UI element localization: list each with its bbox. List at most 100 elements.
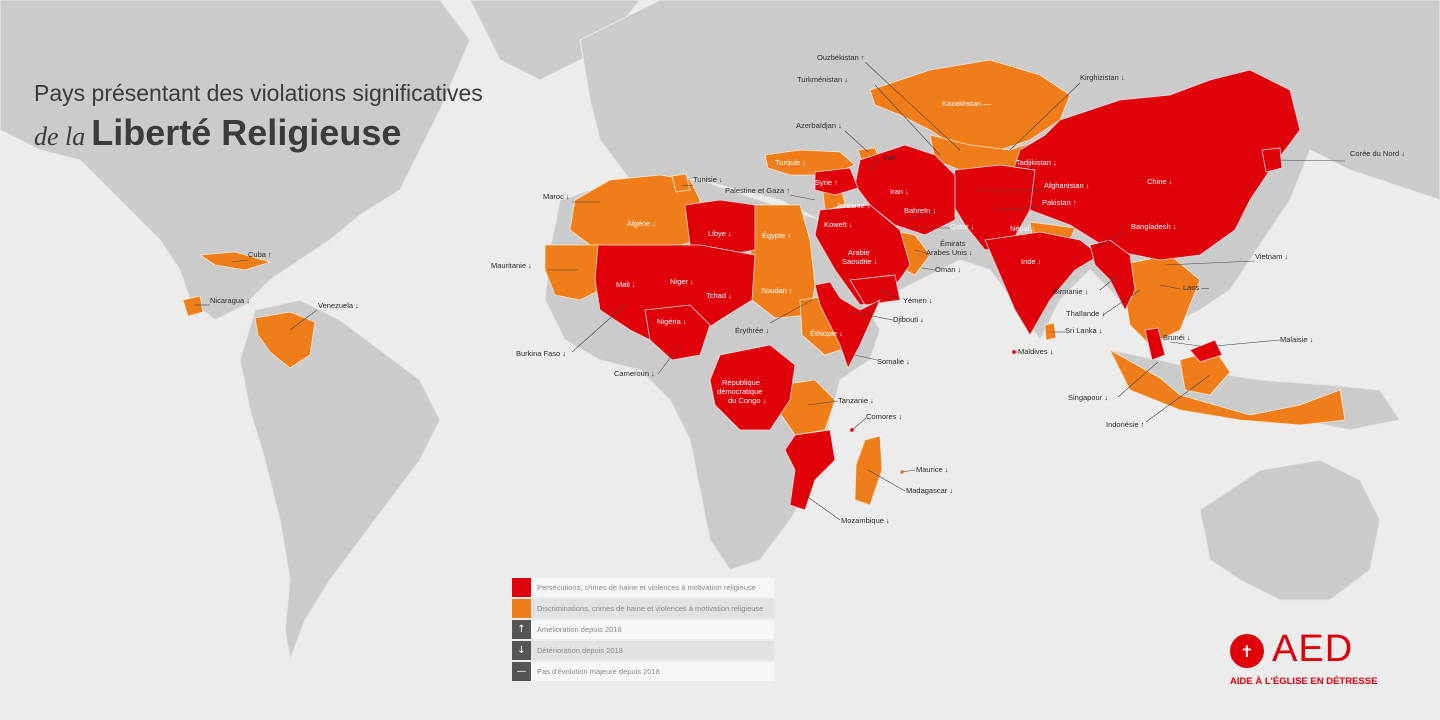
leader-brunei: [1169, 341, 1201, 347]
label-coree-du-nord: Corée du Nord ↓: [1350, 149, 1405, 158]
leader-bahrein: [904, 211, 937, 221]
leader-maurice: [901, 469, 916, 473]
region-nicaragua: [182, 295, 204, 317]
label-koweit: Koweït ↓: [824, 220, 853, 229]
label-algerie: Algérie ↓: [627, 219, 656, 228]
label-kazakhstan: Kazakhstan —: [942, 99, 991, 108]
region-sri-lanka: [1044, 322, 1057, 341]
region-venezuela: [254, 311, 316, 369]
legend-row-discrimination: Discriminations, crimes de haine et viol…: [512, 599, 774, 618]
legend-swatch-red: [512, 578, 531, 597]
leader-ouzbekistan: [864, 61, 961, 151]
legend-row-no-change: — Pas d'évolution majeure depuis 2018: [512, 662, 774, 681]
leader-pakistan: [994, 206, 1041, 211]
title-prefix: de la: [34, 122, 86, 151]
label-nepal: Népal ↓: [1010, 224, 1035, 233]
label-pakistan: Pakistan ↑: [1042, 198, 1077, 207]
legend-row-deterioration: ↓ Détérioration depuis 2018: [512, 641, 774, 660]
region-cameroun-nigeria: [644, 304, 711, 361]
region-malaisie: [1144, 327, 1166, 361]
leader-palestine: [789, 194, 816, 201]
label-tanzanie: Tanzanie ↓: [838, 396, 874, 405]
region-bangladesh-birmanie: [1089, 239, 1136, 311]
region-indonesie: [1109, 349, 1346, 426]
region-erythree-somalie: [814, 281, 881, 370]
label-emirats-2: Arabes Unis ↓: [926, 248, 973, 257]
leader-madagascar: [867, 469, 906, 492]
leader-laos: [1159, 284, 1181, 290]
leader-yemen: [879, 289, 901, 301]
leader-indonesie: [1145, 374, 1211, 423]
label-cameroun: Cameroun ↓: [614, 369, 655, 378]
legend-label: Pas d'évolution majeure depuis 2018: [537, 667, 660, 676]
label-yemen: Yémen ↓: [903, 296, 933, 305]
label-turquie: Turquie ↓: [775, 158, 806, 167]
leader-thailande: [1102, 289, 1141, 316]
label-mozambique: Mozambique ↓: [841, 516, 890, 525]
label-nigeria: Nigéria ↓: [657, 317, 687, 326]
label-niger: Niger ↓: [670, 277, 694, 286]
leader-malaisie: [1214, 339, 1281, 347]
label-maroc: Maroc ↓: [543, 192, 570, 201]
label-qatar: Qatar ↓: [950, 222, 975, 231]
legend-label: Discriminations, crimes de haine et viol…: [537, 604, 764, 613]
region-iran-irak: [854, 144, 956, 236]
persecution-countries: [594, 69, 1301, 511]
label-ouzbekistan: Ouzbékistan ↑: [817, 53, 865, 62]
label-egypte: Égypte ↑: [762, 231, 791, 240]
label-kirghizistan: Kirghizistan ↓: [1080, 73, 1125, 82]
label-ethiopie: Éthiopie ↓: [810, 329, 843, 338]
label-chine: Chine ↓: [1147, 177, 1172, 186]
leader-cameroun: [657, 344, 681, 375]
leader-birmanie: [1099, 274, 1119, 291]
leader-somalie: [854, 354, 878, 361]
label-laos: Laos —: [1183, 283, 1209, 292]
region-malaisie-est: [1189, 339, 1223, 363]
leader-burkina: [571, 304, 626, 353]
label-thailande: Thaïlande ↓: [1066, 309, 1105, 318]
region-rdc: [709, 344, 796, 431]
leader-coree: [1274, 159, 1346, 162]
title-line-2: de la Liberté Religieuse: [34, 112, 401, 154]
cross-icon: ✝: [1230, 634, 1264, 668]
label-burkina-faso: Burkina Faso ↓: [516, 349, 566, 358]
leader-irak: [867, 159, 881, 171]
label-malaisie: Malaisie ↓: [1280, 335, 1313, 344]
leader-azerbaidjan: [844, 130, 869, 153]
label-arabie-1: Arabie: [848, 248, 870, 257]
label-bangladesh: Bangladesh ↓: [1131, 222, 1176, 231]
label-oman: Oman ↓: [935, 265, 961, 274]
label-singapour: Singapour ↓: [1068, 393, 1108, 402]
label-jordanie: Jordanie ↓: [836, 201, 871, 210]
label-irak: Irak: [883, 153, 896, 162]
arrow-up-icon: ↑: [512, 620, 531, 639]
leader-lines: [195, 61, 1346, 521]
label-somalie: Somalie ↓: [877, 357, 910, 366]
legend-label: Persécutions, crimes de haine et violenc…: [537, 583, 756, 592]
label-syrie: Syrie ↑: [815, 178, 838, 187]
label-palestine: Palestine et Gaza ↑: [725, 186, 790, 195]
label-maurice: Maurice ↓: [916, 465, 949, 474]
label-birmanie: Birmanie ↓: [1053, 287, 1088, 296]
leader-cuba: [231, 259, 249, 263]
label-rdc-1: République: [722, 378, 760, 387]
land-greenland: [469, 0, 641, 81]
region-coree-du-nord: [1261, 147, 1283, 173]
leader-comores: [851, 417, 867, 431]
label-brunei: Brunéi ↓: [1163, 333, 1191, 342]
label-madagascar: Madagascar ↓: [906, 486, 953, 495]
region-inde: [984, 231, 1101, 336]
dash-icon: —: [512, 662, 531, 681]
leader-vietnam: [1164, 260, 1256, 266]
leader-singapour: [1117, 361, 1159, 398]
logo-name: AED: [1272, 628, 1354, 670]
label-soudan: Soudan ↑: [761, 286, 793, 295]
label-mauritanie: Mauritanie ↓: [491, 261, 532, 270]
leader-tanzanie: [807, 400, 839, 406]
label-sri-lanka: Sri Lanka ↓: [1065, 326, 1103, 335]
label-nicaragua: Nicaragua ↓: [210, 296, 250, 305]
land-north-america: [0, 0, 471, 321]
label-bahrein: Bahreïn ↓: [904, 206, 936, 215]
title-line-1: Pays présentant des violations significa…: [34, 80, 483, 106]
label-mali: Mali ↓: [616, 280, 636, 289]
